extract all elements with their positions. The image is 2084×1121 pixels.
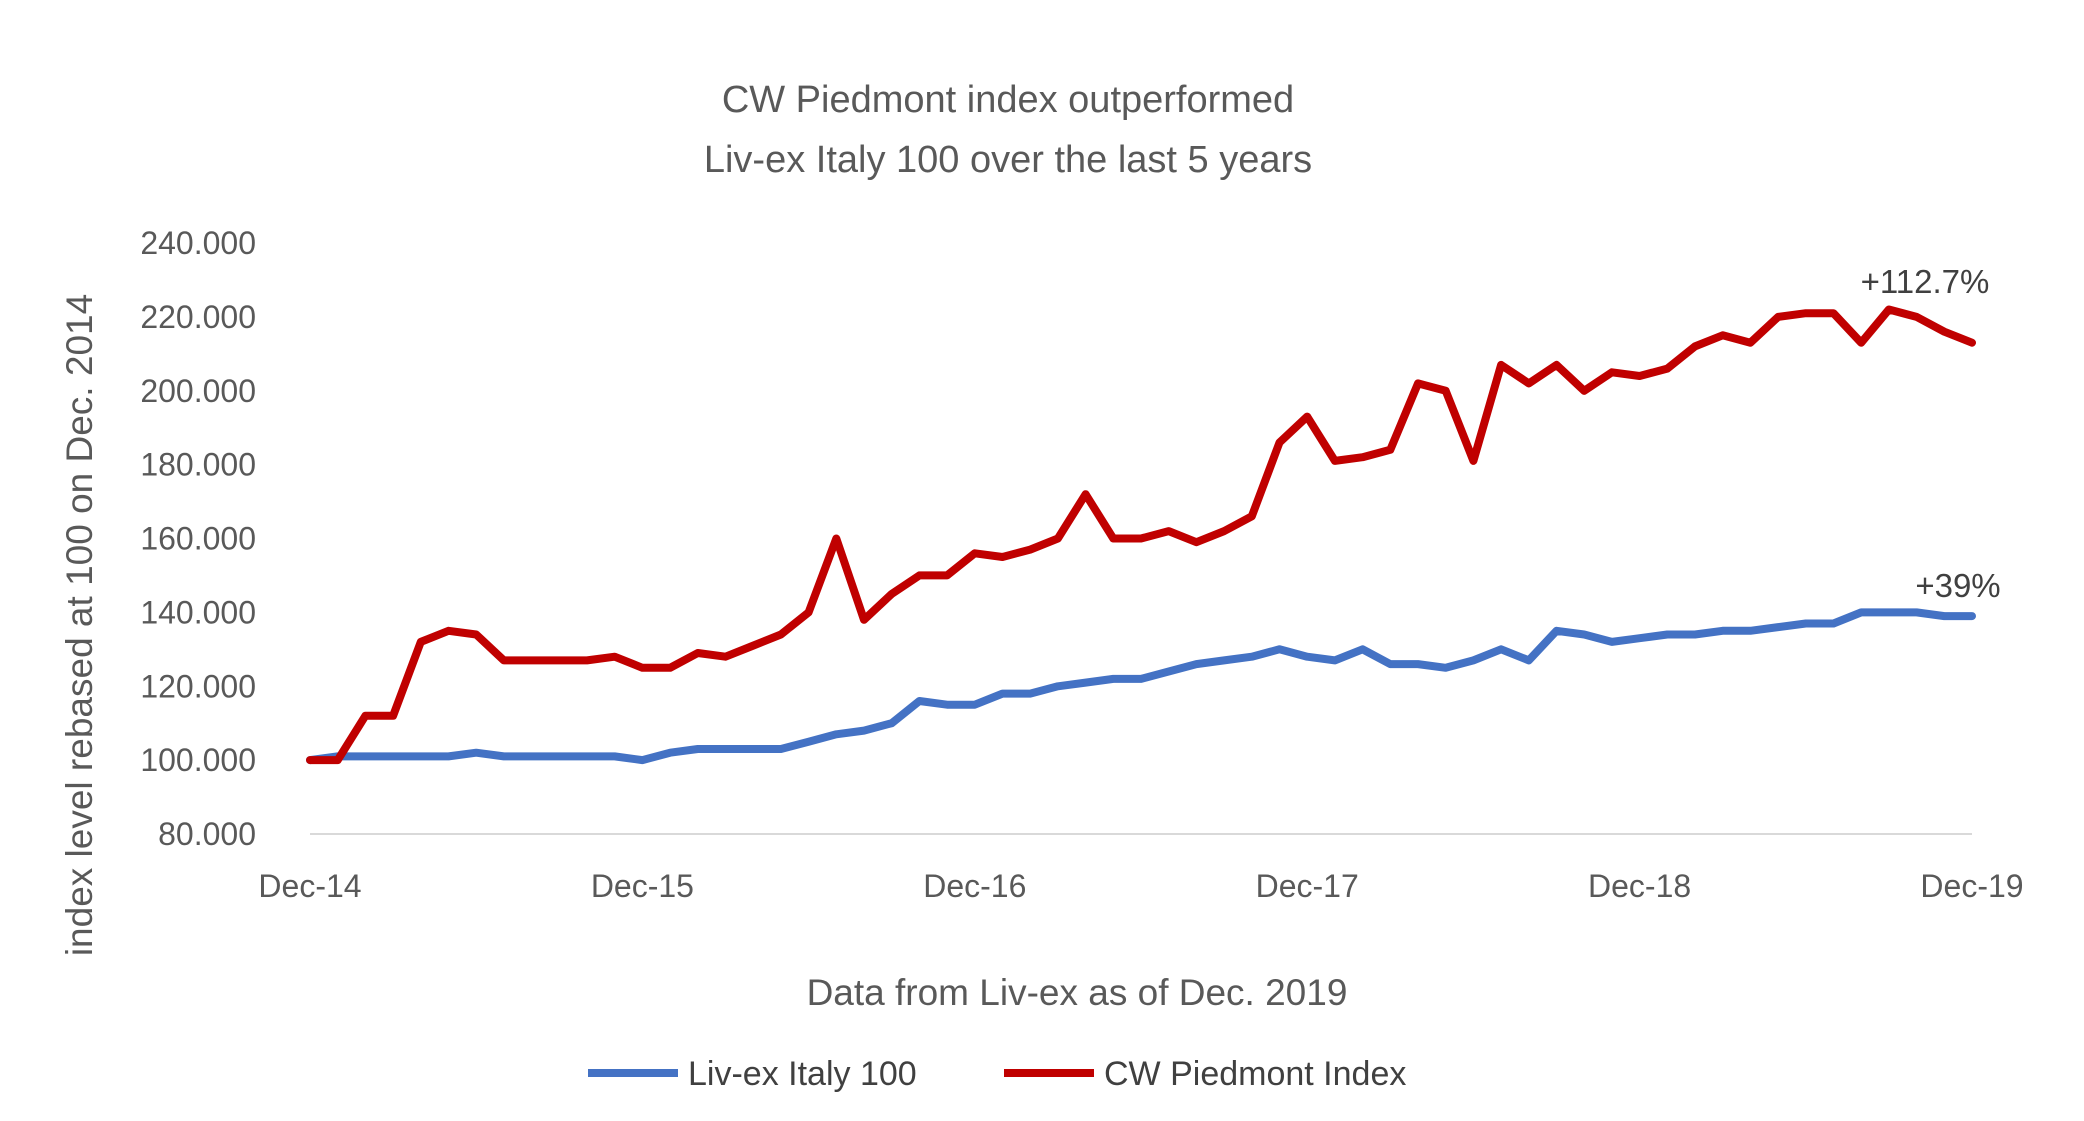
chart-title-line-1: CW Piedmont index outperformed	[722, 79, 1294, 121]
series-line-cw-piedmont-index	[306, 305, 1976, 765]
series-line-livex-italy-100	[306, 608, 1976, 765]
x-axis-title: Data from Liv-ex as of Dec. 2019	[807, 972, 1348, 1013]
legend-label-livex-italy: Liv-ex Italy 100	[688, 1055, 917, 1093]
x-axis-ticks: Dec-14 Dec-15 Dec-16 Dec-17 Dec-18 Dec-19	[258, 868, 2023, 904]
y-tick-label: 200.000	[140, 373, 256, 409]
chart-title-line-2: Liv-ex Italy 100 over the last 5 years	[704, 139, 1312, 181]
y-tick-label: 240.000	[140, 225, 256, 261]
legend: Liv-ex Italy 100 CW Piedmont Index	[588, 1055, 1406, 1093]
annotation-livex-italy: +39%	[1915, 567, 2000, 604]
x-tick-label: Dec-15	[591, 868, 694, 904]
y-tick-label: 80.000	[158, 816, 256, 852]
x-tick-label: Dec-17	[1256, 868, 1359, 904]
legend-label-cw-piedmont: CW Piedmont Index	[1104, 1055, 1406, 1093]
y-tick-label: 100.000	[140, 742, 256, 778]
y-tick-label: 120.000	[140, 668, 256, 704]
y-tick-label: 160.000	[140, 521, 256, 557]
y-tick-label: 180.000	[140, 447, 256, 483]
y-tick-label: 220.000	[140, 299, 256, 335]
x-tick-label: Dec-19	[1920, 868, 2023, 904]
y-axis-title: index level rebased at 100 on Dec. 2014	[59, 294, 100, 956]
y-tick-label: 140.000	[140, 594, 256, 630]
series-lines	[306, 305, 1976, 765]
x-tick-label: Dec-18	[1588, 868, 1691, 904]
y-axis-ticks: 80.000 100.000 120.000 140.000 160.000 180.00…	[140, 225, 256, 852]
annotation-cw-piedmont: +112.7%	[1861, 263, 1990, 300]
x-tick-label: Dec-16	[923, 868, 1026, 904]
x-tick-label: Dec-14	[258, 868, 361, 904]
